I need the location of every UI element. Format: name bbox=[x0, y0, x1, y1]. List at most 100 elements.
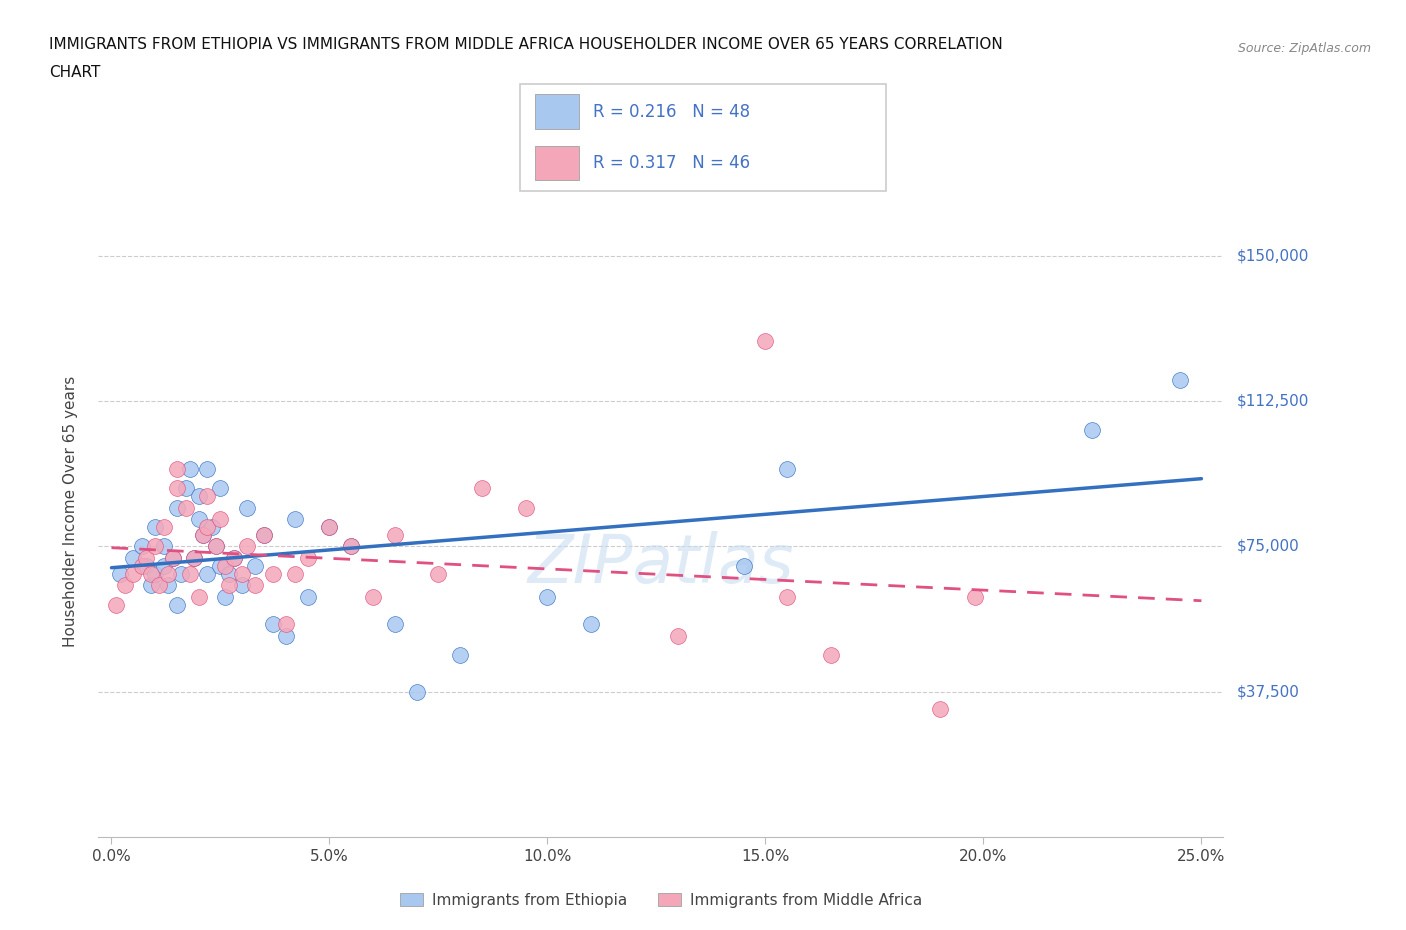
Point bbox=[284, 566, 307, 581]
Point bbox=[340, 539, 363, 554]
Point bbox=[471, 481, 494, 496]
Point bbox=[205, 539, 228, 554]
Point bbox=[274, 628, 297, 643]
Point bbox=[143, 539, 166, 554]
Point bbox=[928, 702, 950, 717]
Point bbox=[1168, 372, 1191, 387]
Point bbox=[214, 590, 236, 604]
Text: $112,500: $112,500 bbox=[1237, 393, 1309, 408]
Point bbox=[162, 551, 184, 565]
Point bbox=[166, 500, 188, 515]
Point bbox=[733, 558, 755, 573]
Point bbox=[191, 527, 214, 542]
Point bbox=[131, 558, 153, 573]
Point bbox=[666, 628, 689, 643]
Point bbox=[170, 566, 193, 581]
Point bbox=[187, 488, 209, 503]
Point bbox=[187, 512, 209, 526]
Point bbox=[162, 551, 184, 565]
Point bbox=[197, 461, 219, 476]
Point bbox=[427, 566, 450, 581]
Point bbox=[963, 590, 986, 604]
Point bbox=[183, 551, 205, 565]
Point bbox=[205, 539, 228, 554]
Point bbox=[384, 617, 406, 631]
FancyBboxPatch shape bbox=[520, 84, 886, 191]
Point bbox=[135, 551, 157, 565]
Point bbox=[201, 520, 224, 535]
Point bbox=[174, 481, 197, 496]
Text: IMMIGRANTS FROM ETHIOPIA VS IMMIGRANTS FROM MIDDLE AFRICA HOUSEHOLDER INCOME OVE: IMMIGRANTS FROM ETHIOPIA VS IMMIGRANTS F… bbox=[49, 37, 1002, 52]
Point bbox=[143, 520, 166, 535]
Point bbox=[361, 590, 384, 604]
Point bbox=[214, 558, 236, 573]
Point bbox=[187, 590, 209, 604]
Point bbox=[284, 512, 307, 526]
Text: $37,500: $37,500 bbox=[1237, 684, 1301, 699]
Text: ZIP​atlas: ZIP​atlas bbox=[527, 531, 794, 596]
Point bbox=[114, 578, 136, 592]
Point bbox=[222, 551, 245, 565]
Point bbox=[449, 647, 471, 662]
Point bbox=[104, 597, 127, 612]
Point bbox=[253, 527, 276, 542]
Point bbox=[297, 590, 319, 604]
Point bbox=[153, 558, 176, 573]
Point bbox=[405, 684, 427, 699]
Point bbox=[209, 512, 232, 526]
Text: $150,000: $150,000 bbox=[1237, 248, 1309, 263]
Point bbox=[231, 578, 253, 592]
Point bbox=[148, 578, 170, 592]
Point bbox=[153, 539, 176, 554]
Point bbox=[820, 647, 842, 662]
Point bbox=[131, 539, 153, 554]
Point bbox=[235, 539, 257, 554]
Point bbox=[245, 558, 267, 573]
Point bbox=[110, 566, 132, 581]
Point bbox=[579, 617, 602, 631]
Point bbox=[297, 551, 319, 565]
Text: Source: ZipAtlas.com: Source: ZipAtlas.com bbox=[1237, 42, 1371, 55]
Point bbox=[235, 500, 257, 515]
Point bbox=[515, 500, 537, 515]
Point bbox=[197, 520, 219, 535]
Point bbox=[209, 481, 232, 496]
Point bbox=[122, 551, 145, 565]
Point bbox=[754, 334, 776, 349]
Point bbox=[222, 551, 245, 565]
Point bbox=[231, 566, 253, 581]
Point bbox=[209, 558, 232, 573]
FancyBboxPatch shape bbox=[534, 146, 579, 180]
Point bbox=[245, 578, 267, 592]
Point bbox=[776, 461, 799, 476]
Point bbox=[166, 461, 188, 476]
Point bbox=[191, 527, 214, 542]
Point bbox=[135, 558, 157, 573]
Point bbox=[1081, 423, 1104, 438]
Y-axis label: Householder Income Over 65 years: Householder Income Over 65 years bbox=[63, 376, 77, 647]
Point bbox=[197, 488, 219, 503]
Point bbox=[536, 590, 558, 604]
Legend: Immigrants from Ethiopia, Immigrants from Middle Africa: Immigrants from Ethiopia, Immigrants fro… bbox=[394, 886, 928, 914]
Text: CHART: CHART bbox=[49, 65, 101, 80]
Point bbox=[384, 527, 406, 542]
Point bbox=[218, 566, 240, 581]
FancyBboxPatch shape bbox=[534, 95, 579, 128]
Text: R = 0.216   N = 48: R = 0.216 N = 48 bbox=[593, 102, 751, 121]
Point bbox=[218, 578, 240, 592]
Point bbox=[143, 566, 166, 581]
Point bbox=[262, 566, 284, 581]
Text: R = 0.317   N = 46: R = 0.317 N = 46 bbox=[593, 153, 751, 172]
Point bbox=[274, 617, 297, 631]
Point bbox=[179, 461, 201, 476]
Point bbox=[262, 617, 284, 631]
Text: $75,000: $75,000 bbox=[1237, 538, 1301, 554]
Point bbox=[166, 597, 188, 612]
Point bbox=[318, 520, 340, 535]
Point bbox=[179, 566, 201, 581]
Point bbox=[318, 520, 340, 535]
Point bbox=[183, 551, 205, 565]
Point bbox=[776, 590, 799, 604]
Point bbox=[157, 566, 180, 581]
Point bbox=[157, 578, 180, 592]
